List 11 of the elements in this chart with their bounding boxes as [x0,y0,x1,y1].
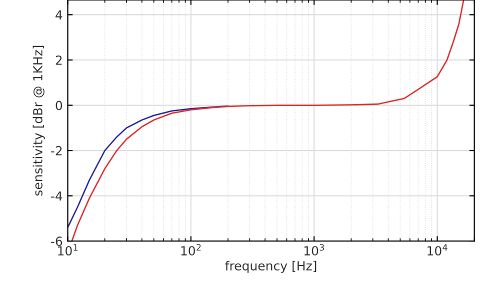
x-tick-label: 10$^{4}$ [428,244,448,256]
y-tick-label: -6 [51,236,62,246]
y-tick-label: 2 [56,55,62,65]
y-tick-label: -2 [51,146,62,156]
y-tick-label: -4 [51,191,62,201]
x-tick-label: 10$^{3}$ [304,244,324,256]
y-axis-title: sensitivity [dBr @ 1KHz] [32,46,45,196]
x-axis-title: frequency [Hz] [225,260,316,273]
y-tick-label: 0 [56,100,62,110]
y-tick-label: 4 [56,10,62,20]
x-tick-label: 10$^{2}$ [181,244,201,256]
